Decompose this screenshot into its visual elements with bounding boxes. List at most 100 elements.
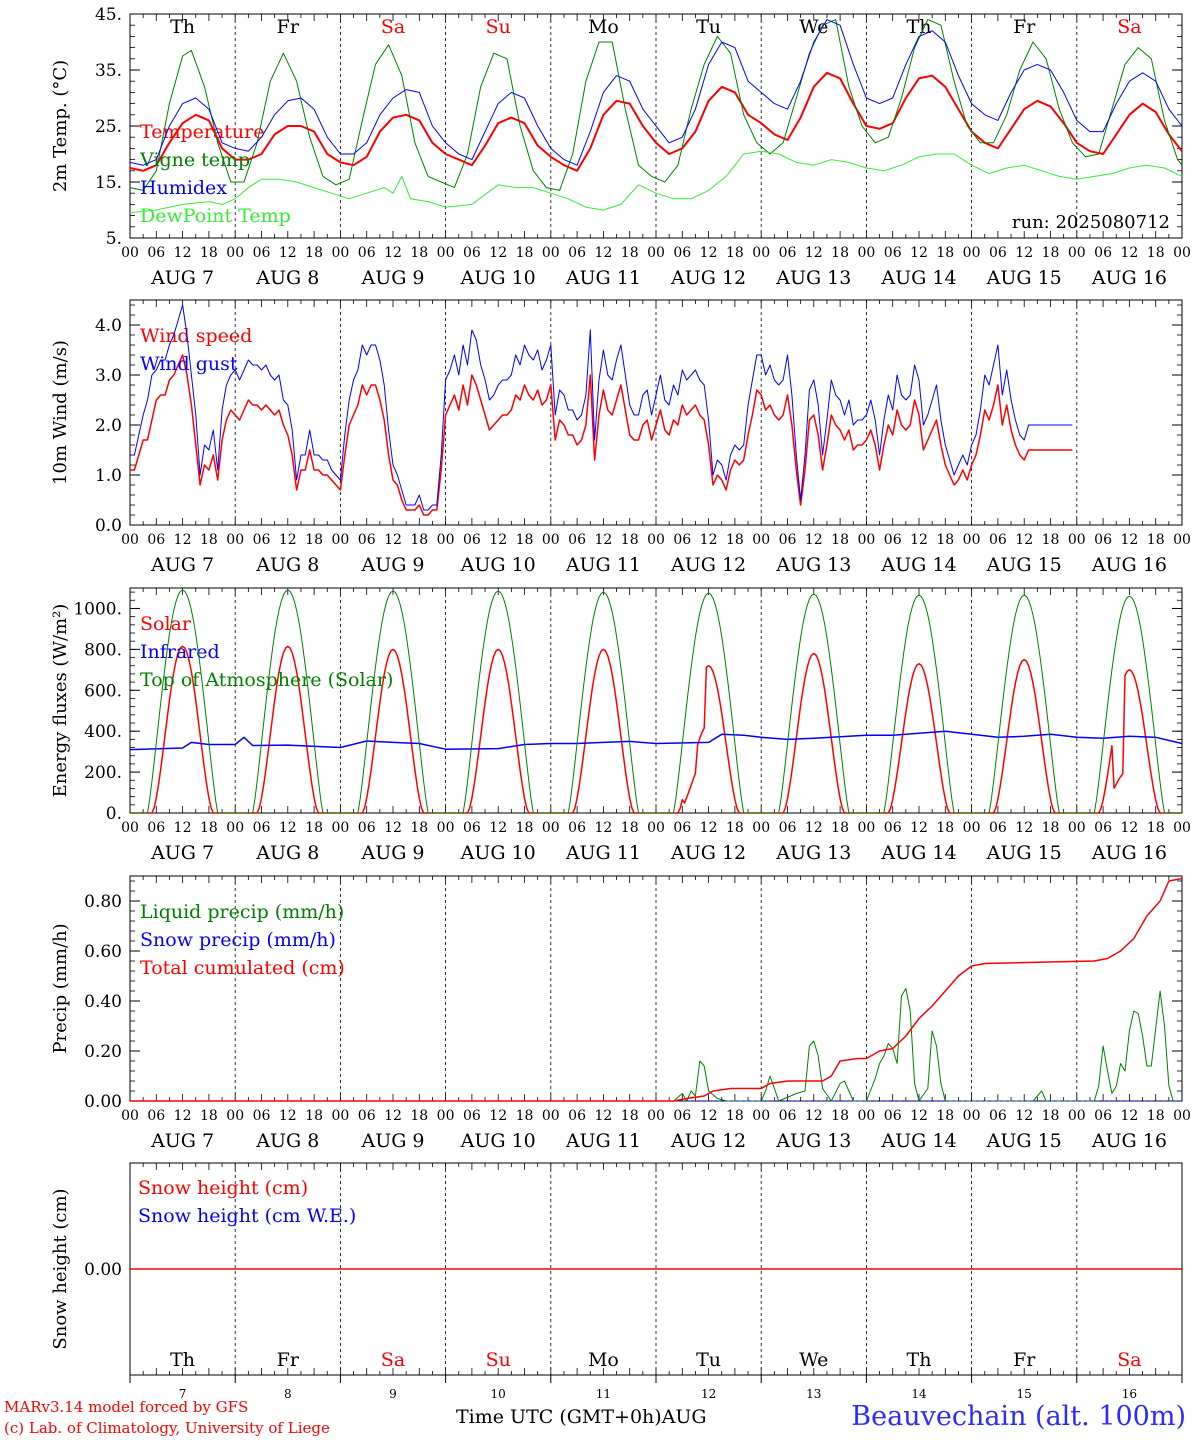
energy-hour-label: 18 bbox=[726, 820, 744, 836]
energy-hour-label: 12 bbox=[700, 820, 718, 836]
energy-hour-label: 00 bbox=[857, 820, 875, 836]
precip-hour-label: 12 bbox=[489, 1108, 507, 1124]
temp-hour-label: 12 bbox=[910, 245, 928, 261]
temp-ytick-label: 25. bbox=[95, 117, 122, 137]
wind-ytick-label: 1.0 bbox=[95, 466, 122, 486]
temp-hour-label: 06 bbox=[147, 245, 165, 261]
temp-legend-3: DewPoint Temp bbox=[140, 205, 291, 227]
precip-hour-label: 00 bbox=[1173, 1108, 1191, 1124]
temp-hour-label: 00 bbox=[226, 245, 244, 261]
temp-date-label: AUG 11 bbox=[565, 267, 641, 289]
meteogram-chart: 5. 15. 25. 35. 45. 2m Temp. (°C) 00 06 12 18 AUG 7… bbox=[50, 5, 1191, 1400]
precip-hour-label: 18 bbox=[621, 1108, 639, 1124]
wind-date-label: AUG 11 bbox=[565, 554, 641, 576]
energy-hour-label: 18 bbox=[516, 820, 534, 836]
temp-hour-label: 00 bbox=[963, 245, 981, 261]
wind-hour-label: 00 bbox=[647, 532, 665, 548]
precip-hour-label: 12 bbox=[174, 1108, 192, 1124]
precip-hour-label: 12 bbox=[279, 1108, 297, 1124]
wind-ytick-label: 0.0 bbox=[95, 516, 122, 536]
temp-hour-label: 12 bbox=[489, 245, 507, 261]
energy-ytick-label: 800. bbox=[84, 640, 122, 660]
energy-hour-label: 00 bbox=[226, 820, 244, 836]
lab-credit: (c) Lab. of Climatology, University of L… bbox=[4, 1419, 330, 1437]
wind-hour-label: 00 bbox=[226, 532, 244, 548]
snow-day-abbr: Th bbox=[170, 1349, 195, 1371]
temp-hour-label: 06 bbox=[989, 245, 1007, 261]
energy-ylabel: Energy fluxes (W/m²) bbox=[50, 604, 71, 798]
energy-hour-label: 06 bbox=[568, 820, 586, 836]
wind-hour-label: 06 bbox=[253, 532, 271, 548]
wind-hour-label: 00 bbox=[437, 532, 455, 548]
wind-hour-label: 12 bbox=[1120, 532, 1138, 548]
precip-hour-label: 00 bbox=[1068, 1108, 1086, 1124]
temp-hour-label: 18 bbox=[831, 245, 849, 261]
temp-ytick-label: 15. bbox=[95, 173, 122, 193]
energy-hour-label: 12 bbox=[489, 820, 507, 836]
precip-hour-label: 06 bbox=[989, 1108, 1007, 1124]
snow-day-abbr: Sa bbox=[1117, 1349, 1141, 1371]
snow-ylabel: Snow height (cm) bbox=[50, 1188, 71, 1349]
snow-ytick-label: 0.00 bbox=[84, 1260, 122, 1280]
temp-hour-label: 18 bbox=[621, 245, 639, 261]
wind-hour-label: 06 bbox=[568, 532, 586, 548]
wind-hour-label: 00 bbox=[752, 532, 770, 548]
wind-legend-0: Wind speed bbox=[140, 325, 252, 347]
precip-hour-label: 18 bbox=[305, 1108, 323, 1124]
energy-hour-label: 00 bbox=[331, 820, 349, 836]
energy-ytick-label: 600. bbox=[84, 681, 122, 701]
energy-legend-2: Top of Atmosphere (Solar) bbox=[140, 669, 393, 691]
precip-series-0 bbox=[130, 988, 1174, 1102]
temp-legend-2: Humidex bbox=[140, 177, 227, 199]
temp-hour-label: 18 bbox=[1147, 245, 1165, 261]
wind-date-label: AUG 12 bbox=[670, 554, 746, 576]
precip-hour-label: 12 bbox=[1015, 1108, 1033, 1124]
snow-legend-0: Snow height (cm) bbox=[138, 1177, 308, 1199]
temp-ytick-label: 35. bbox=[95, 61, 122, 81]
precip-hour-label: 06 bbox=[147, 1108, 165, 1124]
energy-legend-1: Infrared bbox=[140, 641, 220, 663]
precip-date-label: AUG 14 bbox=[880, 1130, 956, 1152]
energy-hour-label: 12 bbox=[279, 820, 297, 836]
precip-hour-label: 18 bbox=[516, 1108, 534, 1124]
energy-date-label: AUG 12 bbox=[670, 842, 746, 864]
precip-hour-label: 12 bbox=[1120, 1108, 1138, 1124]
precip-hour-label: 06 bbox=[463, 1108, 481, 1124]
energy-series-2 bbox=[130, 589, 1182, 814]
energy-hour-label: 06 bbox=[358, 820, 376, 836]
precip-hour-label: 18 bbox=[410, 1108, 428, 1124]
snow-day-num: 14 bbox=[911, 1387, 927, 1400]
wind-hour-label: 06 bbox=[989, 532, 1007, 548]
temp-hour-label: 18 bbox=[410, 245, 428, 261]
temp-hour-label: 12 bbox=[700, 245, 718, 261]
precip-hour-label: 06 bbox=[1094, 1108, 1112, 1124]
precip-series-2 bbox=[130, 877, 1183, 1102]
temp-hour-label: 00 bbox=[1173, 245, 1191, 261]
snow-day-abbr: Fr bbox=[1013, 1349, 1036, 1371]
energy-hour-label: 12 bbox=[1120, 820, 1138, 836]
temp-date-label: AUG 10 bbox=[460, 267, 536, 289]
model-credit: MARv3.14 model forced by GFS bbox=[4, 1398, 249, 1416]
wind-hour-label: 12 bbox=[594, 532, 612, 548]
precip-date-label: AUG 13 bbox=[775, 1130, 851, 1152]
precip-ytick-label: 0.80 bbox=[84, 892, 122, 912]
temp-series-1 bbox=[129, 19, 1183, 191]
wind-hour-label: 00 bbox=[542, 532, 560, 548]
energy-ytick-label: 1000. bbox=[73, 599, 122, 619]
snow-day-abbr: We bbox=[799, 1349, 828, 1371]
temp-hour-label: 00 bbox=[121, 245, 139, 261]
wind-date-label: AUG 8 bbox=[255, 554, 319, 576]
time-axis-label: Time UTC (GMT+0h)AUG bbox=[456, 1406, 707, 1428]
temp-day-abbr: Sa bbox=[1117, 16, 1141, 38]
wind-ylabel: 10m Wind (m/s) bbox=[50, 340, 71, 485]
temp-hour-label: 06 bbox=[358, 245, 376, 261]
temp-day-abbr: Fr bbox=[277, 16, 300, 38]
precip-hour-label: 00 bbox=[121, 1108, 139, 1124]
wind-hour-label: 06 bbox=[779, 532, 797, 548]
temp-hour-label: 18 bbox=[305, 245, 323, 261]
energy-hour-label: 06 bbox=[253, 820, 271, 836]
energy-date-label: AUG 10 bbox=[460, 842, 536, 864]
snow-day-num: 12 bbox=[701, 1387, 716, 1400]
precip-hour-label: 12 bbox=[805, 1108, 823, 1124]
energy-hour-label: 00 bbox=[1068, 820, 1086, 836]
